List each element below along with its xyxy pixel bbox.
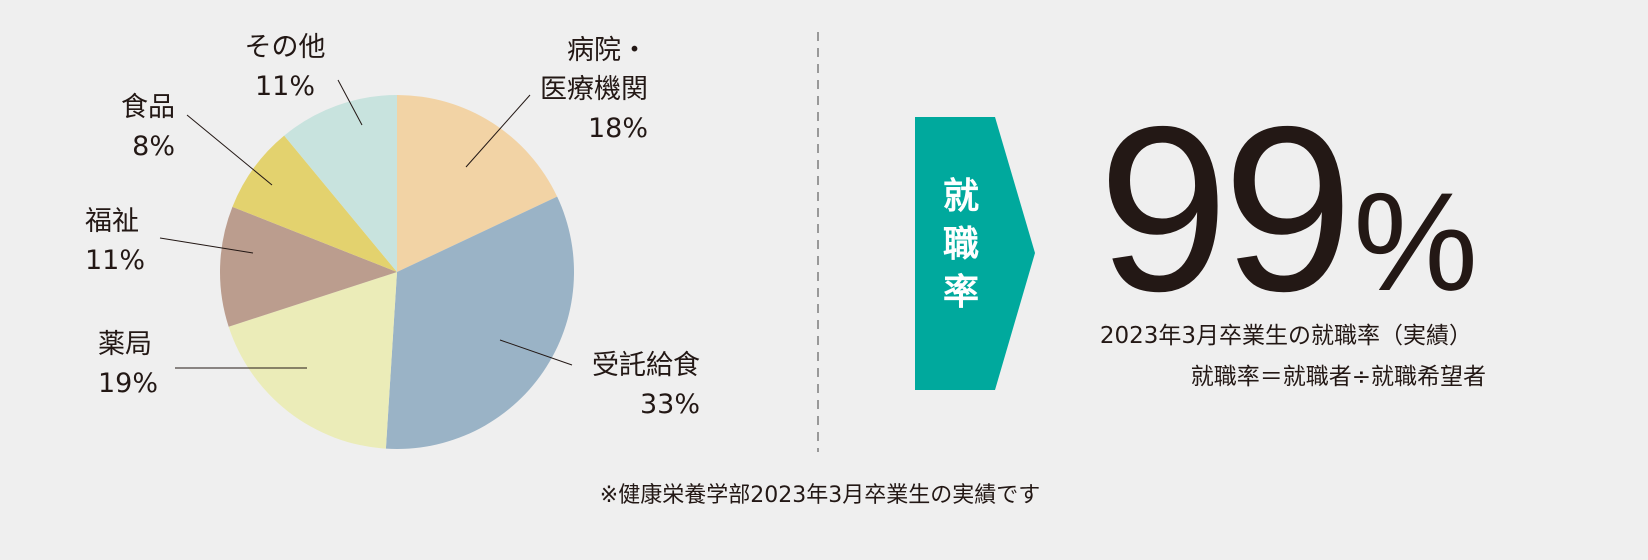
slice-label: その他 11% (245, 28, 326, 106)
value-label: 8% (132, 131, 175, 162)
leader-line (337, 79, 363, 126)
slice-label: 福祉 11% (85, 202, 145, 280)
value-label: 19% (98, 368, 159, 399)
pie-slice (228, 272, 397, 449)
leader-line (186, 114, 273, 186)
rate-number: 99 (1098, 77, 1347, 340)
slice-label: 病院・ 医療機関 18% (540, 31, 648, 148)
category-name: 受託給食 (592, 350, 700, 381)
pie-slice (397, 95, 558, 272)
category-name: 病院・ 医療機関 (540, 35, 648, 105)
badge-text: 就職率 (943, 176, 979, 313)
category-name: 食品 (121, 92, 175, 123)
caption: 2023年3月卒業生の就職率（実績） (1100, 323, 1472, 349)
value-label: 33% (639, 389, 700, 420)
footnote: ※健康栄養学部2023年3月卒業生の実績です (600, 483, 1040, 508)
leader-line (159, 237, 254, 254)
slice-label: 食品 8% (121, 88, 175, 166)
headline-rate: 99% (1098, 77, 1478, 340)
slice-label: 受託給食 33% (592, 346, 700, 424)
leader-line (465, 94, 531, 168)
formula: 就職率＝就職者÷就職希望者 (1191, 364, 1486, 390)
pie-slice (284, 95, 397, 272)
value-label: 11% (85, 245, 146, 276)
category-name: 薬局 (98, 329, 152, 360)
category-name: 福祉 (85, 206, 139, 237)
value-label: 11% (254, 71, 315, 102)
pie-slice (385, 196, 574, 449)
slice-label: 薬局 19% (98, 325, 158, 403)
category-name: その他 (244, 32, 326, 63)
pie-slice (220, 206, 397, 327)
badge-arrow (915, 117, 1035, 390)
pie-slice (232, 135, 397, 272)
pie (220, 95, 574, 449)
rate-unit: % (1353, 163, 1477, 320)
leader-line (499, 339, 573, 366)
value-label: 18% (587, 113, 648, 144)
